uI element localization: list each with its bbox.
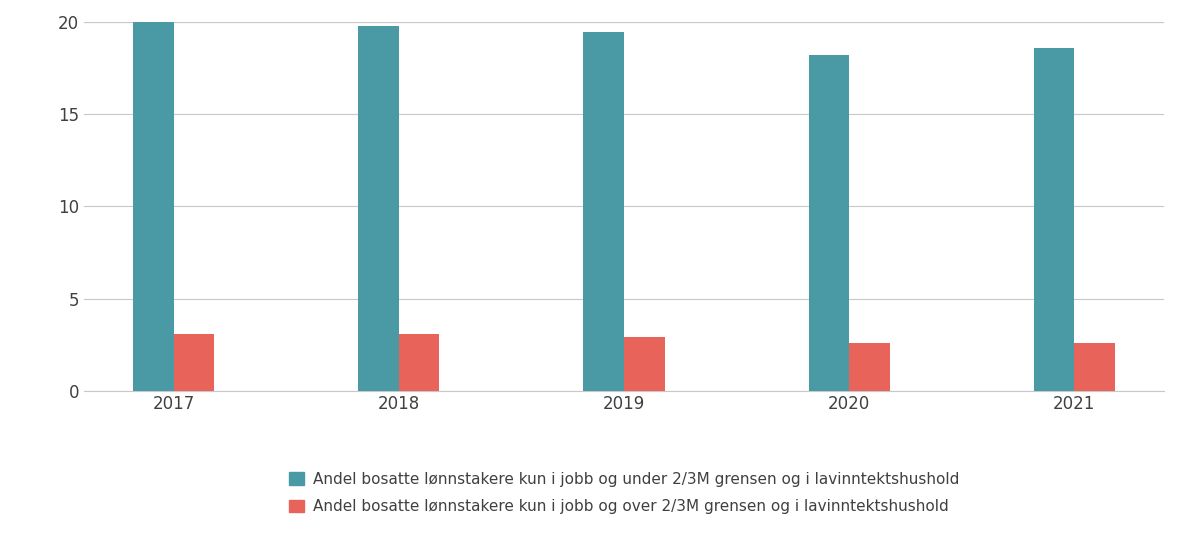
Bar [359, 26, 398, 391]
Bar [809, 55, 850, 391]
Legend: Andel bosatte lønnstakere kun i jobb og under 2/3M grensen og i lavinntektshusho: Andel bosatte lønnstakere kun i jobb og … [288, 472, 960, 514]
Bar [1034, 48, 1074, 391]
Bar [133, 22, 174, 391]
Bar [1074, 343, 1115, 391]
Bar [850, 343, 889, 391]
Bar [583, 32, 624, 391]
Bar [174, 334, 214, 391]
Bar [624, 337, 665, 391]
Bar [398, 334, 439, 391]
